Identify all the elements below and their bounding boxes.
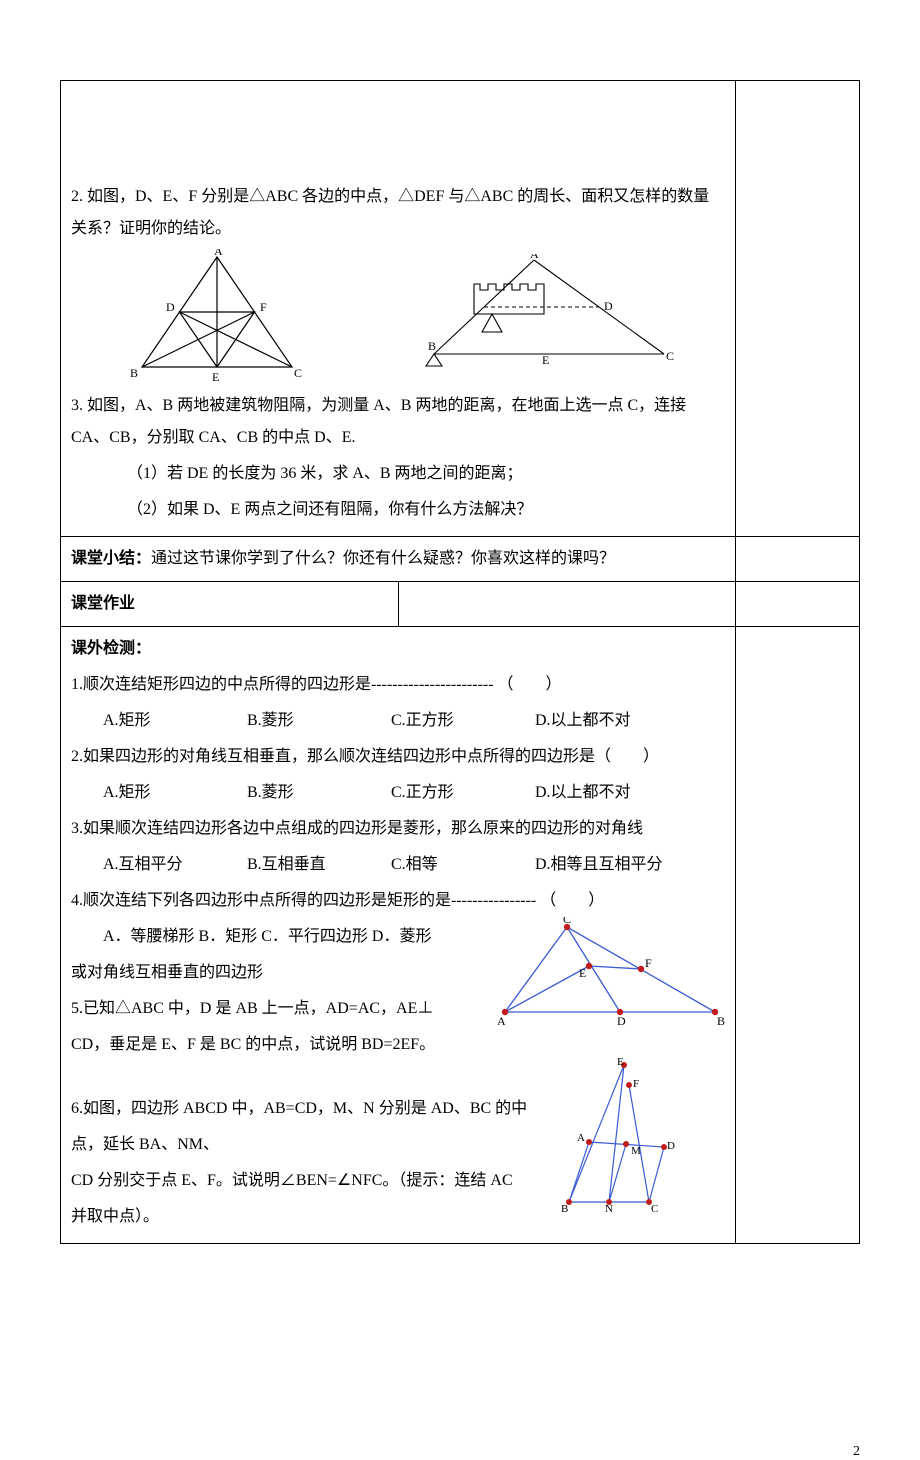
- lbl-D: D: [166, 300, 175, 314]
- summary-text: 通过这节课你学到了什么？你还有什么疑惑？你喜欢这样的课吗？: [151, 550, 615, 567]
- ex-q3-B: B.互相垂直: [247, 849, 391, 881]
- ex-q2-B: B.菱形: [247, 777, 391, 809]
- q2-figures: A B C D F E: [71, 249, 725, 384]
- lbl-E: E: [212, 370, 219, 384]
- svg-text:N: N: [605, 1203, 613, 1212]
- ex-q3-D: D.相等且互相平分: [535, 849, 679, 881]
- cell-exercises: 课外检测： 1.顺次连结矩形四边的中点所得的四边形是--------------…: [61, 627, 736, 1244]
- ex-q5-fig: A B C D E F: [495, 917, 725, 1027]
- side-blank-1: [736, 81, 860, 537]
- side-blank-4: [736, 627, 860, 1244]
- lbl-C: C: [294, 366, 302, 380]
- page-number: 2: [0, 1284, 920, 1460]
- svg-text:A: A: [577, 1132, 585, 1144]
- svg-text:C: C: [651, 1203, 658, 1212]
- side-blank-2: [736, 537, 860, 582]
- cell-q2-q3: 2. 如图，D、E、F 分别是△ABC 各边的中点，△DEF 与△ABC 的周长…: [61, 81, 736, 537]
- svg-text:E: E: [617, 1057, 624, 1068]
- ex-q2-D: D.以上都不对: [535, 777, 679, 809]
- lbl2-A: A: [530, 254, 539, 261]
- lbl2-C: C: [666, 349, 674, 363]
- svg-text:F: F: [645, 956, 652, 970]
- q3-text: 3. 如图，A、B 两地被建筑物阻隔，为测量 A、B 两地的距离，在地面上选一点…: [71, 390, 725, 454]
- ex-q1-C: C.正方形: [391, 705, 535, 737]
- ex-q2-opts: A.矩形 B.菱形 C.正方形 D.以上都不对: [71, 777, 725, 809]
- ex-heading: 课外检测：: [71, 633, 725, 665]
- svg-text:E: E: [579, 966, 586, 980]
- q2-fig2: A B C D E: [414, 254, 674, 384]
- svg-text:A: A: [497, 1014, 506, 1027]
- svg-text:C: C: [563, 917, 571, 926]
- svg-text:M: M: [631, 1145, 641, 1157]
- svg-text:D: D: [617, 1014, 626, 1027]
- svg-text:B: B: [717, 1014, 725, 1027]
- q3-sub1: （1）若 DE 的长度为 36 米，求 A、B 两地之间的距离；: [71, 458, 725, 490]
- ex-q1: 1.顺次连结矩形四边的中点所得的四边形是--------------------…: [71, 669, 725, 701]
- ex-q6-fig: A D B C E F M N: [559, 1057, 719, 1212]
- svg-text:F: F: [633, 1078, 639, 1090]
- cell-summary: 课堂小结：通过这节课你学到了什么？你还有什么疑惑？你喜欢这样的课吗？: [61, 537, 736, 582]
- q3-sub2: （2）如果 D、E 两点之间还有阻隔，你有什么方法解决？: [71, 494, 725, 526]
- homework-label: 课堂作业: [71, 595, 135, 612]
- content-table: 2. 如图，D、E、F 分别是△ABC 各边的中点，△DEF 与△ABC 的周长…: [60, 80, 860, 1244]
- lbl-B: B: [130, 366, 138, 380]
- lbl-A: A: [214, 249, 223, 258]
- side-blank-3: [736, 582, 860, 627]
- lbl2-B: B: [428, 339, 436, 353]
- q2-fig1: A B C D F E: [122, 249, 312, 384]
- lbl2-D: D: [604, 299, 613, 313]
- ex-q1-B: B.菱形: [247, 705, 391, 737]
- cell-hw-blank: [398, 582, 736, 627]
- ex-q2-A: A.矩形: [103, 777, 247, 809]
- svg-text:B: B: [561, 1203, 568, 1212]
- cell-hw-label: 课堂作业: [61, 582, 399, 627]
- ex-q1-D: D.以上都不对: [535, 705, 679, 737]
- ex-q1-A: A.矩形: [103, 705, 247, 737]
- ex-q2: 2.如果四边形的对角线互相垂直，那么顺次连结四边形中点所得的四边形是（ ）: [71, 741, 725, 773]
- lbl-F: F: [260, 300, 267, 314]
- ex-q3: 3.如果顺次连结四边形各边中点组成的四边形是菱形，那么原来的四边形的对角线: [71, 813, 725, 845]
- ex-q1-opts: A.矩形 B.菱形 C.正方形 D.以上都不对: [71, 705, 725, 737]
- ex-q2-C: C.正方形: [391, 777, 535, 809]
- svg-text:D: D: [667, 1140, 675, 1152]
- ex-q3-A: A.互相平分: [103, 849, 247, 881]
- ex-q4: 4.顺次连结下列各四边形中点所得的四边形是矩形的是---------------…: [71, 885, 725, 917]
- ex-q3-C: C.相等: [391, 849, 535, 881]
- summary-label: 课堂小结：: [71, 550, 151, 567]
- ex-q3-opts: A.互相平分 B.互相垂直 C.相等 D.相等且互相平分: [71, 849, 725, 881]
- q2-text: 2. 如图，D、E、F 分别是△ABC 各边的中点，△DEF 与△ABC 的周长…: [71, 181, 725, 245]
- lbl2-E: E: [542, 353, 549, 367]
